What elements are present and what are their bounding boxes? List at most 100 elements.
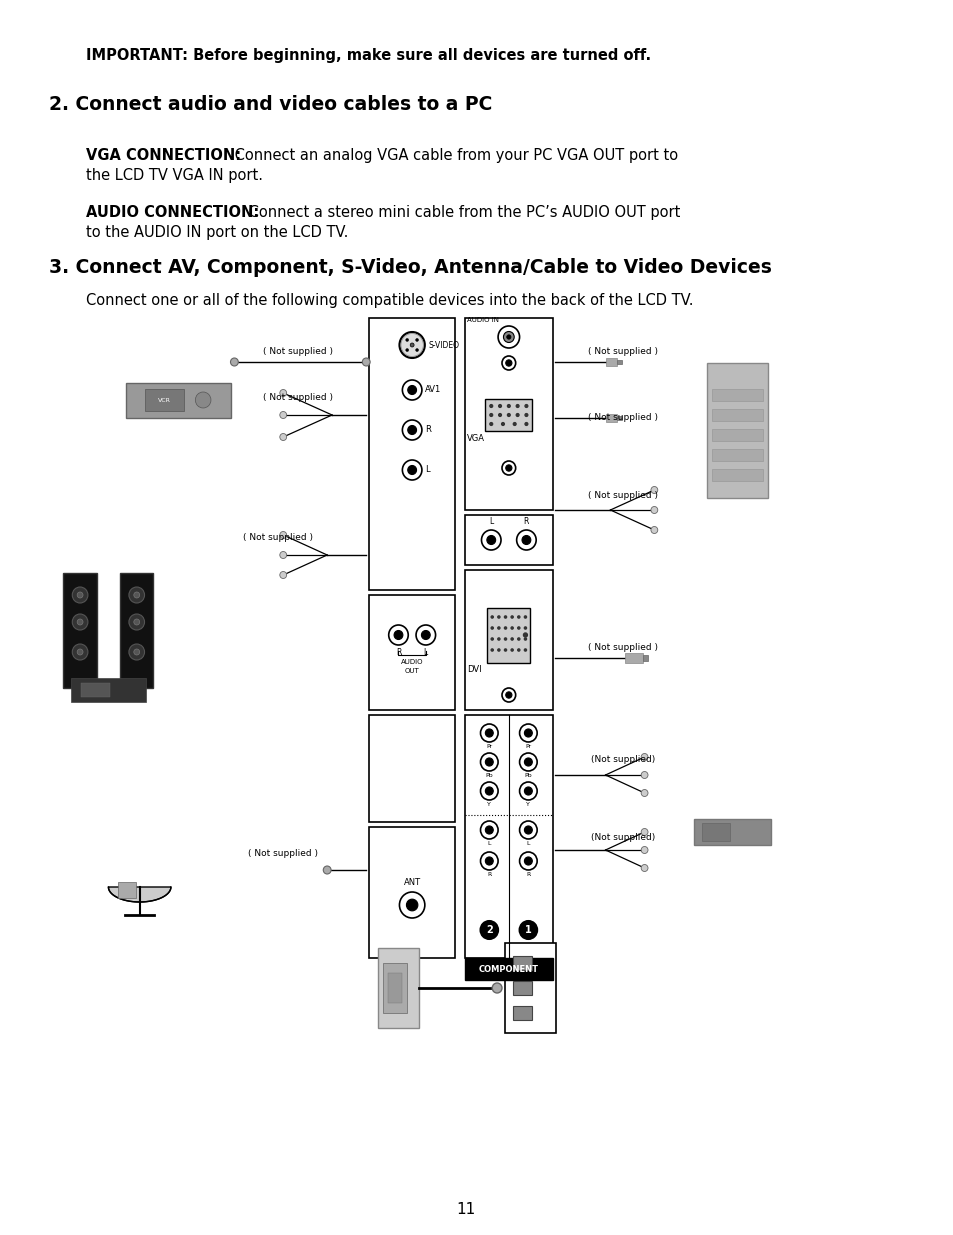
- Circle shape: [524, 422, 527, 425]
- Circle shape: [407, 466, 416, 474]
- Bar: [71, 678, 146, 701]
- Circle shape: [407, 426, 416, 435]
- Circle shape: [416, 348, 418, 352]
- Circle shape: [77, 592, 83, 598]
- Circle shape: [480, 852, 497, 869]
- Text: L: L: [489, 517, 493, 526]
- Circle shape: [519, 821, 537, 839]
- Text: ( Not supplied ): ( Not supplied ): [243, 534, 313, 542]
- Circle shape: [421, 631, 430, 640]
- Text: (Not supplied): (Not supplied): [590, 756, 655, 764]
- Circle shape: [524, 758, 532, 766]
- Circle shape: [480, 782, 497, 800]
- Circle shape: [410, 343, 414, 347]
- Circle shape: [519, 921, 537, 939]
- Bar: [512, 1007, 532, 1020]
- Text: Pr: Pr: [525, 743, 531, 748]
- Circle shape: [490, 422, 492, 425]
- Circle shape: [402, 380, 421, 400]
- Text: ( Not supplied ): ( Not supplied ): [587, 347, 658, 357]
- Circle shape: [497, 638, 499, 640]
- Text: Connect a stereo mini cable from the PC’s AUDIO OUT port: Connect a stereo mini cable from the PC’…: [244, 205, 679, 220]
- Bar: [369, 827, 455, 958]
- Bar: [126, 383, 232, 417]
- Bar: [369, 317, 455, 590]
- Text: VCR: VCR: [157, 398, 171, 403]
- Bar: [377, 948, 418, 1028]
- Bar: [81, 683, 111, 697]
- Circle shape: [517, 648, 519, 651]
- Text: 3. Connect AV, Component, S-Video, Antenna/Cable to Video Devices: 3. Connect AV, Component, S-Video, Anten…: [49, 258, 771, 277]
- Text: IMPORTANT: Before beginning, make sure all devices are turned off.: IMPORTANT: Before beginning, make sure a…: [86, 48, 650, 63]
- Circle shape: [129, 614, 145, 630]
- Circle shape: [72, 587, 88, 603]
- Bar: [464, 317, 552, 510]
- Circle shape: [485, 758, 493, 766]
- Text: S-VIDEO: S-VIDEO: [428, 341, 459, 350]
- Bar: [617, 416, 621, 420]
- Circle shape: [505, 692, 512, 698]
- Circle shape: [497, 627, 499, 629]
- Circle shape: [504, 648, 506, 651]
- Circle shape: [640, 846, 647, 853]
- Circle shape: [650, 487, 657, 494]
- Text: 11: 11: [456, 1203, 475, 1218]
- Bar: [694, 819, 770, 845]
- Circle shape: [133, 650, 139, 655]
- Text: COMPONENT: COMPONENT: [478, 965, 538, 973]
- Bar: [624, 653, 642, 663]
- Circle shape: [405, 338, 408, 341]
- Text: OUT: OUT: [404, 668, 419, 674]
- Circle shape: [480, 724, 497, 742]
- Circle shape: [524, 787, 532, 795]
- Circle shape: [517, 530, 536, 550]
- Circle shape: [279, 411, 286, 419]
- Circle shape: [497, 648, 499, 651]
- Bar: [605, 358, 617, 366]
- Bar: [711, 429, 762, 441]
- Circle shape: [402, 420, 421, 440]
- Circle shape: [519, 753, 537, 771]
- Bar: [617, 359, 621, 364]
- Circle shape: [490, 405, 492, 408]
- Circle shape: [504, 638, 506, 640]
- Circle shape: [524, 826, 532, 834]
- Circle shape: [507, 405, 510, 408]
- Bar: [711, 389, 762, 401]
- Circle shape: [72, 643, 88, 659]
- Text: R: R: [523, 517, 529, 526]
- Circle shape: [524, 729, 532, 737]
- Circle shape: [519, 724, 537, 742]
- Text: (Not supplied): (Not supplied): [590, 834, 655, 842]
- Text: ( Not supplied ): ( Not supplied ): [263, 394, 333, 403]
- Circle shape: [491, 648, 493, 651]
- Bar: [464, 958, 552, 981]
- Bar: [711, 409, 762, 421]
- Circle shape: [133, 619, 139, 625]
- Circle shape: [129, 643, 145, 659]
- Bar: [485, 399, 532, 431]
- Circle shape: [519, 782, 537, 800]
- Circle shape: [511, 648, 513, 651]
- Bar: [64, 573, 96, 688]
- Circle shape: [394, 631, 402, 640]
- Circle shape: [640, 789, 647, 797]
- Text: Pr: Pr: [486, 743, 492, 748]
- Circle shape: [513, 422, 516, 425]
- Circle shape: [279, 433, 286, 441]
- Circle shape: [480, 753, 497, 771]
- Bar: [369, 715, 455, 823]
- Text: AUDIO CONNECTION:: AUDIO CONNECTION:: [86, 205, 259, 220]
- Circle shape: [524, 616, 526, 618]
- Circle shape: [485, 857, 493, 864]
- Circle shape: [517, 627, 519, 629]
- Circle shape: [504, 616, 506, 618]
- Circle shape: [506, 335, 511, 340]
- Circle shape: [497, 326, 519, 348]
- Text: R: R: [526, 872, 530, 877]
- Circle shape: [516, 414, 518, 416]
- Bar: [605, 414, 617, 422]
- Circle shape: [279, 572, 286, 578]
- Circle shape: [524, 405, 527, 408]
- Circle shape: [503, 331, 514, 342]
